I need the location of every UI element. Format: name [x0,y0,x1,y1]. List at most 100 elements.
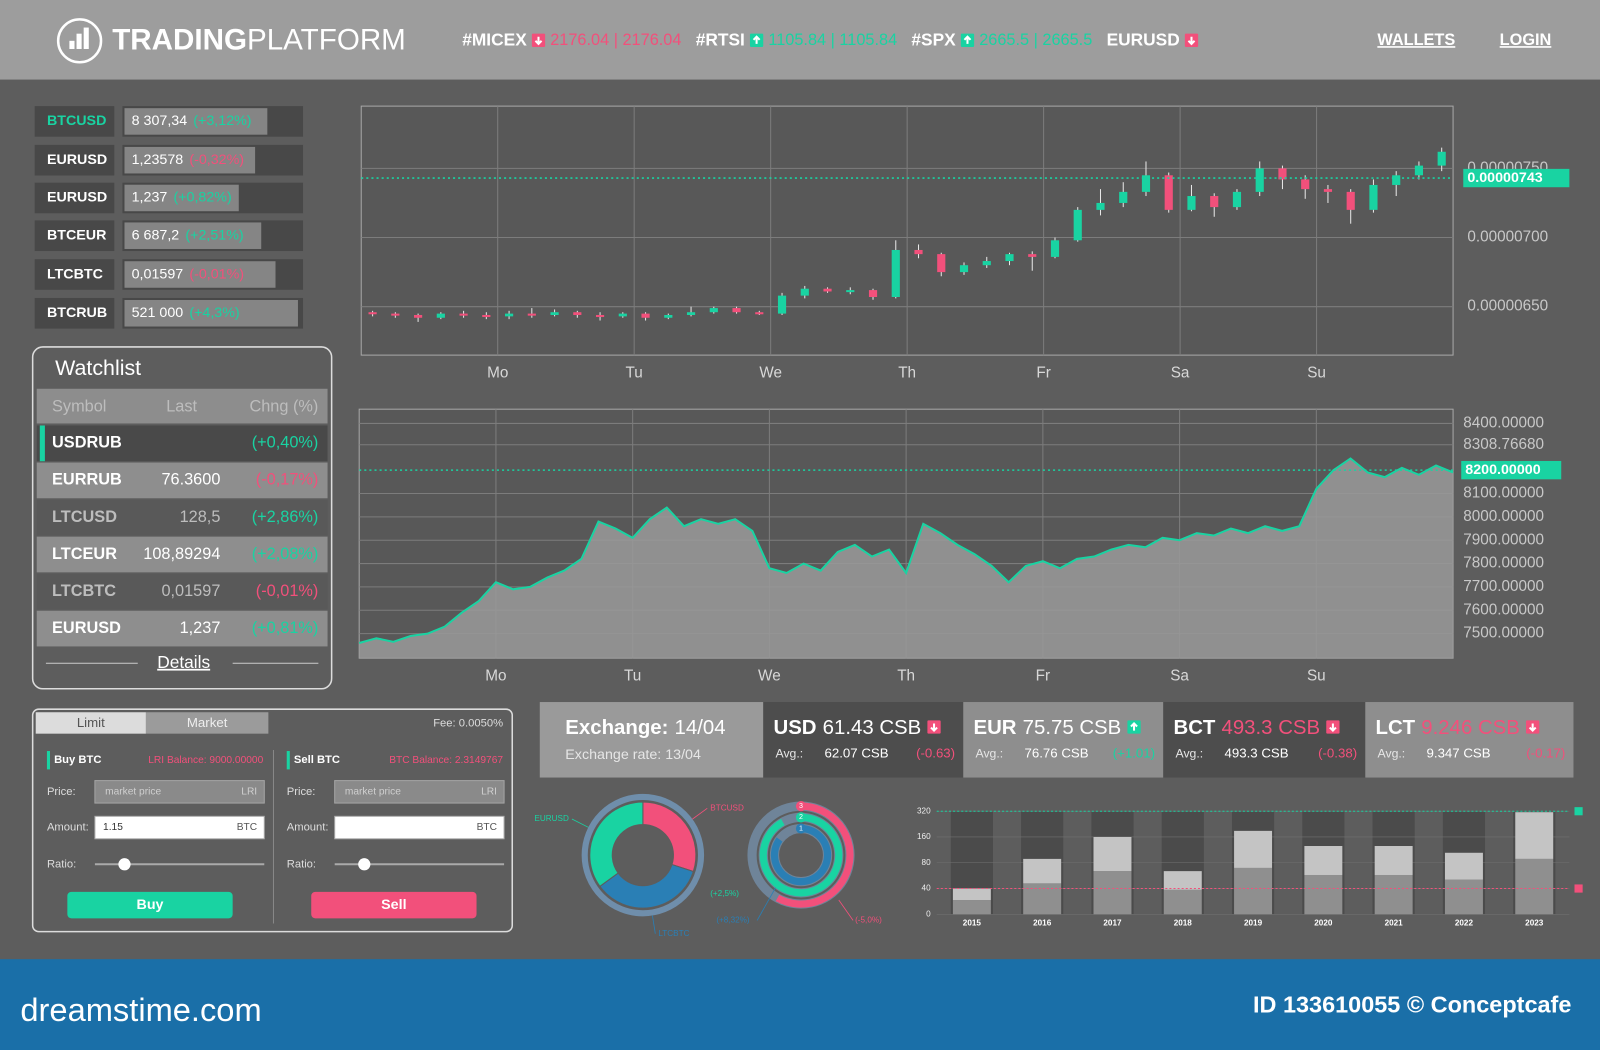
placeholder: market price [105,787,161,798]
candle-body [550,312,559,315]
avg-value: 9.347 CSB [1427,746,1491,761]
x-tick-label: Th [897,668,915,685]
row-change: (-0,17%) [256,471,319,489]
pair-price: 521 000 [132,305,184,321]
logo-icon [56,18,103,64]
action-button[interactable] [67,891,233,919]
candle-body [1232,191,1242,208]
x-tick-label: Sa [1170,668,1189,685]
annotation: (-5,0%) [855,916,882,925]
candle-body [937,254,946,273]
nav-link[interactable]: LOGIN [1500,31,1552,49]
segment-label: LTCBTC [658,929,689,938]
pair-price: 1,23578 [132,152,184,168]
pair-symbol-box[interactable] [34,259,115,290]
candle-body [914,249,923,255]
exchange-card [1365,702,1574,778]
avg-label: Avg.: [1176,746,1204,760]
price-tag-label: 0.00000743 [1467,170,1542,186]
pair-symbol-box[interactable] [34,106,115,137]
arrow-icon [752,35,761,44]
watchlist-row[interactable] [36,573,328,610]
candle-body [504,313,514,317]
pair-symbol-box[interactable] [34,182,115,214]
tab[interactable] [145,712,269,734]
leader-line [652,915,656,934]
pair-symbol-box[interactable] [34,297,115,329]
x-tick-label: We [759,365,782,382]
amount-input[interactable] [334,815,505,840]
reference-marker [1574,884,1583,893]
watchlist-row[interactable] [36,610,328,647]
arrow-icon [534,36,543,46]
x-tick-label: Mo [485,668,506,685]
footer-site: dreamstime.com [20,991,261,1028]
watchlist-row[interactable] [36,462,328,499]
avg-change: (-0.38) [1318,746,1357,761]
tab-label[interactable]: Limit [77,715,105,730]
bar-segment [1163,871,1202,890]
logo-bar [76,33,82,49]
bar-segment [1515,812,1554,859]
y-tick-label: 160 [917,832,931,841]
candle-body [1369,184,1378,210]
pair-price: 6 687,2 [132,227,180,243]
candle-body [1187,196,1196,210]
ticker-quote: 1105.84 | 1105.84 [768,31,897,49]
watchlist-row[interactable] [36,425,328,462]
input-unit: LRI [481,787,497,798]
segment-label: BTCUSD [710,803,744,812]
row-symbol: EURUSD [52,619,121,637]
avg-change: (-0.63) [916,746,955,761]
pair-symbol: BTCEUR [47,227,107,243]
candle-body [1278,168,1287,180]
tab-active[interactable] [35,712,146,734]
avg-value: 62.07 CSB [824,746,888,761]
logo-bar [69,40,75,49]
candle-body [414,314,423,318]
details-link[interactable]: Details [157,652,210,672]
watchlist-row[interactable] [36,536,328,573]
price-input[interactable] [94,780,265,804]
arrow-icon [1329,723,1337,733]
button-label[interactable]: Sell [381,897,406,913]
action-button[interactable] [311,891,477,919]
ticker-symbol: #SPX [911,29,956,49]
bar-segment [1374,874,1413,915]
x-tick-label: 2022 [1455,919,1474,928]
nav-link[interactable]: WALLETS [1377,31,1455,49]
bar-segment [1234,867,1273,915]
amount-input[interactable] [94,815,265,840]
leader-line [838,899,854,921]
pair-change: (-0,01%) [189,266,244,282]
watchlist-row[interactable] [36,499,328,536]
candle-body [777,295,787,314]
bar-segment [1304,874,1343,915]
column-header: Symbol [52,397,106,415]
pair-change: (+4,3%) [189,305,239,321]
slider-knob[interactable] [118,858,131,871]
slider-knob[interactable] [358,858,371,871]
candle-body [618,313,627,317]
leader-line [756,887,776,921]
amount-value: 1.15 [103,822,123,833]
ring-label: 1 [799,824,803,832]
ring-badge [795,812,807,823]
x-tick-label: Fr [1036,365,1050,382]
pair-price: 8 307,34 [132,113,188,129]
pair-symbol-box[interactable] [34,144,115,176]
row-last: 1,237 [180,619,221,637]
candle-body [1392,175,1401,185]
candle-body [1096,202,1105,210]
ring-badge [795,801,807,812]
pair-price-bar [124,108,268,135]
candle-body [1073,209,1082,241]
price-input[interactable] [334,780,505,804]
x-tick-label: Tu [626,365,643,382]
tab-label[interactable]: Market [187,715,228,730]
candle-body [732,308,741,313]
button-label[interactable]: Buy [137,897,164,913]
pair-symbol-box[interactable] [34,220,115,252]
footer-bar [0,959,1600,1050]
x-tick-label: 2023 [1525,919,1544,928]
